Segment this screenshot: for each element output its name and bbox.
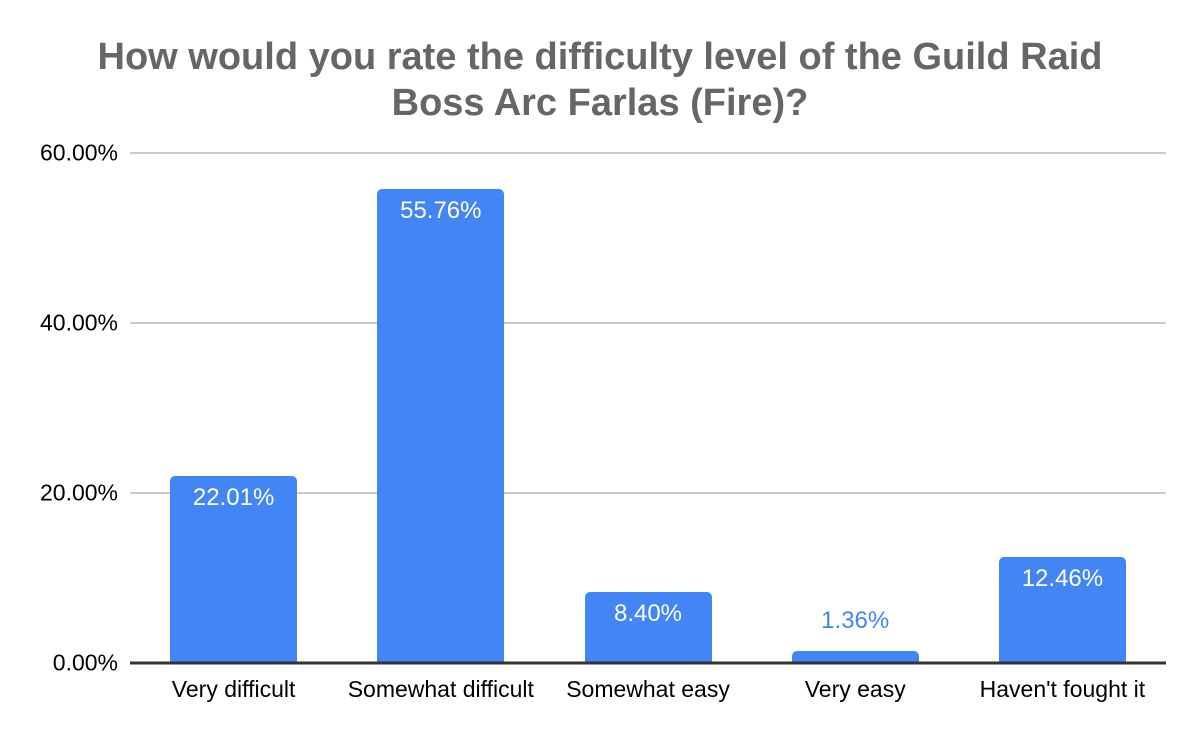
- gridline: [130, 322, 1166, 324]
- bars-row: 22.01% 55.76% 8.40% 1.36% 12.46%: [130, 153, 1166, 663]
- gridline: [130, 152, 1166, 154]
- bar-haven-t-fought-it: 12.46%: [998, 557, 1126, 663]
- bar-value-label: 22.01%: [192, 483, 275, 511]
- bar-value-label: 12.46%: [1021, 565, 1104, 593]
- bar-slot: 8.40%: [544, 153, 751, 663]
- chart-title: How would you rate the difficulty level …: [97, 36, 1103, 125]
- bar-somewhat-difficult: 55.76%: [377, 189, 505, 663]
- x-axis-label: Very difficult: [171, 676, 296, 702]
- x-axis-label: Very easy: [804, 676, 906, 702]
- y-axis: 0.00% 20.00% 40.00% 60.00%: [0, 140, 118, 676]
- bar-value-label: 8.40%: [613, 599, 683, 627]
- x-axis: Very difficult Somewhat difficult Somewhat…: [130, 676, 1166, 703]
- bar-very-easy: 1.36%: [791, 607, 919, 663]
- x-axis-label: Haven't fought it: [979, 676, 1146, 702]
- bar-very-difficult: 22.01%: [170, 475, 298, 663]
- bar-value-label: 1.36%: [821, 607, 890, 635]
- y-tick-label: 40.00%: [39, 309, 118, 336]
- gridline: [130, 492, 1166, 494]
- bar-slot: 55.76%: [337, 153, 544, 663]
- x-axis-line: [130, 661, 1166, 665]
- y-tick-label: 0.00%: [52, 649, 118, 676]
- x-axis-label: Somewhat easy: [566, 676, 730, 702]
- bar-value-label: 55.76%: [400, 197, 482, 225]
- y-tick-label: 20.00%: [39, 479, 118, 506]
- bar-slot: 22.01%: [130, 153, 337, 663]
- bar-somewhat-easy: 8.40%: [584, 591, 712, 663]
- plot-area: 22.01% 55.76% 8.40% 1.36% 12.46%: [130, 152, 1166, 665]
- x-axis-label: Somewhat difficult: [347, 676, 534, 702]
- bar-slot: 12.46%: [959, 153, 1166, 663]
- bar-slot: 1.36%: [752, 153, 959, 663]
- y-tick-label: 60.00%: [39, 139, 118, 166]
